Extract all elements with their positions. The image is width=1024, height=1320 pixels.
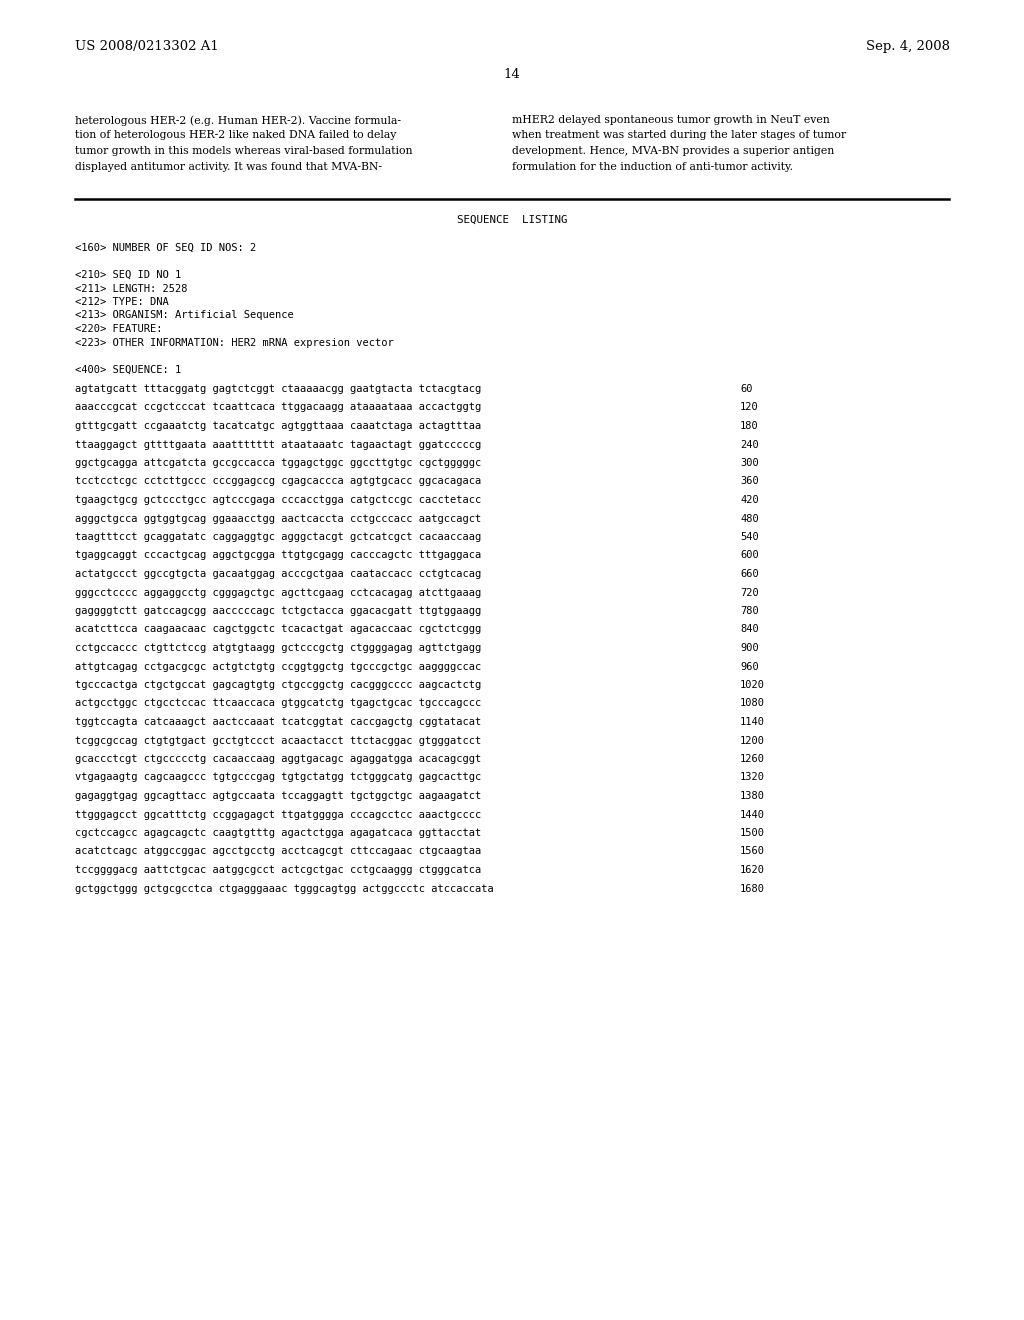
Text: 1080: 1080: [740, 698, 765, 709]
Text: gctggctggg gctgcgcctca ctgagggaaac tgggcagtgg actggccctc atccaccata: gctggctggg gctgcgcctca ctgagggaaac tgggc…: [75, 883, 494, 894]
Text: 1500: 1500: [740, 828, 765, 838]
Text: gaggggtctt gatccagcgg aacccccagc tctgctacca ggacacgatt ttgtggaagg: gaggggtctt gatccagcgg aacccccagc tctgcta…: [75, 606, 481, 616]
Text: mHER2 delayed spontaneous tumor growth in NeuT even: mHER2 delayed spontaneous tumor growth i…: [512, 115, 829, 125]
Text: tcctcctcgc cctcttgccc cccggagccg cgagcaccca agtgtgcacc ggcacagaca: tcctcctcgc cctcttgccc cccggagccg cgagcac…: [75, 477, 481, 487]
Text: 240: 240: [740, 440, 759, 450]
Text: 60: 60: [740, 384, 753, 393]
Text: 1260: 1260: [740, 754, 765, 764]
Text: tumor growth in this models whereas viral-based formulation: tumor growth in this models whereas vira…: [75, 147, 413, 156]
Text: 420: 420: [740, 495, 759, 506]
Text: when treatment was started during the later stages of tumor: when treatment was started during the la…: [512, 131, 846, 140]
Text: 180: 180: [740, 421, 759, 432]
Text: 1620: 1620: [740, 865, 765, 875]
Text: agtatgcatt tttacggatg gagtctcggt ctaaaaacgg gaatgtacta tctacgtacg: agtatgcatt tttacggatg gagtctcggt ctaaaaa…: [75, 384, 481, 393]
Text: <223> OTHER INFORMATION: HER2 mRNA expresion vector: <223> OTHER INFORMATION: HER2 mRNA expre…: [75, 338, 394, 347]
Text: 780: 780: [740, 606, 759, 616]
Text: <220> FEATURE:: <220> FEATURE:: [75, 323, 163, 334]
Text: 660: 660: [740, 569, 759, 579]
Text: <212> TYPE: DNA: <212> TYPE: DNA: [75, 297, 169, 308]
Text: tgaggcaggt cccactgcag aggctgcgga ttgtgcgagg cacccagctc tttgaggaca: tgaggcaggt cccactgcag aggctgcgga ttgtgcg…: [75, 550, 481, 561]
Text: cctgccaccc ctgttctccg atgtgtaagg gctcccgctg ctggggagag agttctgagg: cctgccaccc ctgttctccg atgtgtaagg gctcccg…: [75, 643, 481, 653]
Text: 1680: 1680: [740, 883, 765, 894]
Text: tcggcgccag ctgtgtgact gcctgtccct acaactacct ttctacggac gtgggatcct: tcggcgccag ctgtgtgact gcctgtccct acaacta…: [75, 735, 481, 746]
Text: <213> ORGANISM: Artificial Sequence: <213> ORGANISM: Artificial Sequence: [75, 310, 294, 321]
Text: actgcctggc ctgcctccac ttcaaccaca gtggcatctg tgagctgcac tgcccagccc: actgcctggc ctgcctccac ttcaaccaca gtggcat…: [75, 698, 481, 709]
Text: 1140: 1140: [740, 717, 765, 727]
Text: tggtccagta catcaaagct aactccaaat tcatcggtat caccgagctg cggtatacat: tggtccagta catcaaagct aactccaaat tcatcgg…: [75, 717, 481, 727]
Text: taagtttcct gcaggatatc caggaggtgc agggctacgt gctcatcgct cacaaccaag: taagtttcct gcaggatatc caggaggtgc agggcta…: [75, 532, 481, 543]
Text: <210> SEQ ID NO 1: <210> SEQ ID NO 1: [75, 271, 181, 280]
Text: 1440: 1440: [740, 809, 765, 820]
Text: acatcttcca caagaacaac cagctggctc tcacactgat agacaccaac cgctctcggg: acatcttcca caagaacaac cagctggctc tcacact…: [75, 624, 481, 635]
Text: 540: 540: [740, 532, 759, 543]
Text: vtgagaagtg cagcaagccc tgtgcccgag tgtgctatgg tctgggcatg gagcacttgc: vtgagaagtg cagcaagccc tgtgcccgag tgtgcta…: [75, 772, 481, 783]
Text: US 2008/0213302 A1: US 2008/0213302 A1: [75, 40, 219, 53]
Text: ttgggagcct ggcatttctg ccggagagct ttgatgggga cccagcctcc aaactgcccc: ttgggagcct ggcatttctg ccggagagct ttgatgg…: [75, 809, 481, 820]
Text: 1380: 1380: [740, 791, 765, 801]
Text: <400> SEQUENCE: 1: <400> SEQUENCE: 1: [75, 364, 181, 375]
Text: 840: 840: [740, 624, 759, 635]
Text: 600: 600: [740, 550, 759, 561]
Text: tccggggacg aattctgcac aatggcgcct actcgctgac cctgcaaggg ctgggcatca: tccggggacg aattctgcac aatggcgcct actcgct…: [75, 865, 481, 875]
Text: 1020: 1020: [740, 680, 765, 690]
Text: ttaaggagct gttttgaata aaattttttt ataataaatc tagaactagt ggatcccccg: ttaaggagct gttttgaata aaattttttt ataataa…: [75, 440, 481, 450]
Text: attgtcagag cctgacgcgc actgtctgtg ccggtggctg tgcccgctgc aaggggccac: attgtcagag cctgacgcgc actgtctgtg ccggtgg…: [75, 661, 481, 672]
Text: acatctcagc atggccggac agcctgcctg acctcagcgt cttccagaac ctgcaagtaa: acatctcagc atggccggac agcctgcctg acctcag…: [75, 846, 481, 857]
Text: tgcccactga ctgctgccat gagcagtgtg ctgccggctg cacgggcccc aagcactctg: tgcccactga ctgctgccat gagcagtgtg ctgccgg…: [75, 680, 481, 690]
Text: displayed antitumor activity. It was found that MVA-BN-: displayed antitumor activity. It was fou…: [75, 161, 382, 172]
Text: actatgccct ggccgtgcta gacaatggag acccgctgaa caataccacc cctgtcacag: actatgccct ggccgtgcta gacaatggag acccgct…: [75, 569, 481, 579]
Text: 1320: 1320: [740, 772, 765, 783]
Text: heterologous HER-2 (e.g. Human HER-2). Vaccine formula-: heterologous HER-2 (e.g. Human HER-2). V…: [75, 115, 401, 125]
Text: 1560: 1560: [740, 846, 765, 857]
Text: gcaccctcgt ctgccccctg cacaaccaag aggtgacagc agaggatgga acacagcggt: gcaccctcgt ctgccccctg cacaaccaag aggtgac…: [75, 754, 481, 764]
Text: ggctgcagga attcgatcta gccgccacca tggagctggc ggccttgtgc cgctgggggc: ggctgcagga attcgatcta gccgccacca tggagct…: [75, 458, 481, 469]
Text: Sep. 4, 2008: Sep. 4, 2008: [866, 40, 950, 53]
Text: gtttgcgatt ccgaaatctg tacatcatgc agtggttaaa caaatctaga actagtttaa: gtttgcgatt ccgaaatctg tacatcatgc agtggtt…: [75, 421, 481, 432]
Text: gagaggtgag ggcagttacc agtgccaata tccaggagtt tgctggctgc aagaagatct: gagaggtgag ggcagttacc agtgccaata tccagga…: [75, 791, 481, 801]
Text: <211> LENGTH: 2528: <211> LENGTH: 2528: [75, 284, 187, 293]
Text: tion of heterologous HER-2 like naked DNA failed to delay: tion of heterologous HER-2 like naked DN…: [75, 131, 396, 140]
Text: gggcctcccc aggaggcctg cgggagctgc agcttcgaag cctcacagag atcttgaaag: gggcctcccc aggaggcctg cgggagctgc agcttcg…: [75, 587, 481, 598]
Text: 1200: 1200: [740, 735, 765, 746]
Text: 720: 720: [740, 587, 759, 598]
Text: SEQUENCE  LISTING: SEQUENCE LISTING: [457, 215, 567, 224]
Text: aaacccgcat ccgctcccat tcaattcaca ttggacaagg ataaaataaa accactggtg: aaacccgcat ccgctcccat tcaattcaca ttggaca…: [75, 403, 481, 412]
Text: cgctccagcc agagcagctc caagtgtttg agactctgga agagatcaca ggttacctat: cgctccagcc agagcagctc caagtgtttg agactct…: [75, 828, 481, 838]
Text: 360: 360: [740, 477, 759, 487]
Text: agggctgcca ggtggtgcag ggaaacctgg aactcaccta cctgcccacc aatgccagct: agggctgcca ggtggtgcag ggaaacctgg aactcac…: [75, 513, 481, 524]
Text: 14: 14: [504, 69, 520, 81]
Text: development. Hence, MVA-BN provides a superior antigen: development. Hence, MVA-BN provides a su…: [512, 147, 835, 156]
Text: <160> NUMBER OF SEQ ID NOS: 2: <160> NUMBER OF SEQ ID NOS: 2: [75, 243, 256, 253]
Text: 960: 960: [740, 661, 759, 672]
Text: 900: 900: [740, 643, 759, 653]
Text: formulation for the induction of anti-tumor activity.: formulation for the induction of anti-tu…: [512, 161, 793, 172]
Text: 120: 120: [740, 403, 759, 412]
Text: 300: 300: [740, 458, 759, 469]
Text: 480: 480: [740, 513, 759, 524]
Text: tgaagctgcg gctccctgcc agtcccgaga cccacctgga catgctccgc cacctetacc: tgaagctgcg gctccctgcc agtcccgaga cccacct…: [75, 495, 481, 506]
